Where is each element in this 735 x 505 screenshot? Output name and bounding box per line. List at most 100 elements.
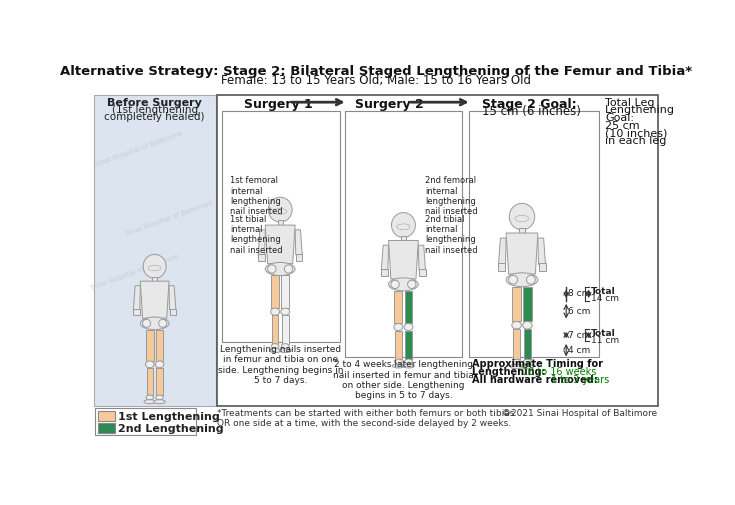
Bar [170,309,176,315]
Bar [401,236,406,240]
Ellipse shape [282,344,289,348]
Ellipse shape [521,364,534,369]
Ellipse shape [515,215,529,222]
Polygon shape [258,230,265,255]
Text: 14 cm: 14 cm [591,293,619,302]
Bar [419,269,426,276]
Ellipse shape [394,324,403,331]
Text: 11 cm: 11 cm [591,336,619,345]
Text: 6 cm: 6 cm [568,307,591,316]
Text: (1st lengthening: (1st lengthening [112,105,198,115]
Text: 2nd femoral
internal
lengthening
nail inserted: 2nd femoral internal lengthening nail in… [425,176,478,216]
Ellipse shape [154,399,165,403]
Text: *Treatments can be started with either both femurs or both tibias
OR one side at: *Treatments can be started with either b… [218,409,514,428]
Ellipse shape [509,275,517,284]
Text: Alternative Strategy: Stage 2: Bilateral Staged Lengthening of the Femur and Tib: Alternative Strategy: Stage 2: Bilateral… [60,65,692,78]
Bar [157,368,162,395]
Ellipse shape [389,278,418,291]
Polygon shape [295,230,302,255]
Ellipse shape [405,359,412,364]
Bar [146,368,153,395]
Text: 10 to 16 weeks: 10 to 16 weeks [522,367,596,377]
Bar [152,277,157,281]
Text: (10 inches): (10 inches) [605,128,667,138]
Bar [519,228,525,233]
Polygon shape [389,240,418,279]
Bar [278,220,283,225]
Ellipse shape [391,280,399,288]
Ellipse shape [143,319,151,327]
Bar [282,315,289,344]
Bar [512,287,520,321]
Bar [282,276,289,308]
Text: Lengthening:: Lengthening: [472,367,548,377]
Text: 2nd Lengthening: 2nd Lengthening [118,424,224,434]
Ellipse shape [155,361,164,368]
Ellipse shape [281,308,290,315]
Ellipse shape [268,197,292,222]
Text: All hardware removed:: All hardware removed: [472,375,600,385]
Ellipse shape [392,364,404,368]
Polygon shape [498,238,506,265]
Bar [272,315,279,344]
Text: 2nd tibial
internal
lengthening
nail inserted: 2nd tibial internal lengthening nail ins… [425,215,478,255]
Polygon shape [265,225,295,264]
Ellipse shape [265,263,295,276]
Ellipse shape [509,204,534,230]
Text: Approximate Timing for: Approximate Timing for [472,360,603,369]
Text: Sinai Hospital of Baltimore: Sinai Hospital of Baltimore [90,254,179,291]
Ellipse shape [395,359,402,364]
Ellipse shape [273,209,287,215]
Ellipse shape [523,321,532,329]
Text: completely healed): completely healed) [104,112,205,122]
Ellipse shape [526,275,535,284]
Bar [156,330,163,361]
Bar [134,309,140,315]
Ellipse shape [403,364,415,368]
Bar [94,95,216,406]
Bar [95,408,196,435]
Polygon shape [506,233,538,274]
Ellipse shape [512,321,521,329]
Bar [98,411,115,421]
Bar [222,111,340,342]
Text: 15 cm (6 inches): 15 cm (6 inches) [482,105,581,118]
Text: Sinai Hospital of Baltimore: Sinai Hospital of Baltimore [93,130,183,168]
Text: Total: Total [591,329,616,338]
Bar [258,254,265,261]
Ellipse shape [269,348,281,352]
Ellipse shape [270,308,279,315]
Ellipse shape [143,255,166,278]
Bar [405,331,412,359]
Text: Stage 2 Goal:: Stage 2 Goal: [482,97,577,111]
Ellipse shape [404,324,413,331]
Bar [513,329,520,359]
Text: 4 cm: 4 cm [568,346,591,355]
Bar [539,263,545,271]
Bar [524,329,531,359]
Ellipse shape [146,361,154,368]
Polygon shape [140,281,169,318]
Ellipse shape [268,265,276,273]
Text: in each leg: in each leg [605,136,667,146]
Bar [271,276,279,308]
Text: 7 cm: 7 cm [568,331,591,339]
Bar [405,291,412,324]
Text: 25 cm: 25 cm [605,121,639,131]
Text: Lengthening nails inserted
in femur and tibia on one
side. Lengthening begins in: Lengthening nails inserted in femur and … [218,345,344,385]
Ellipse shape [156,395,163,399]
Text: Sinai Hospital of Baltimore: Sinai Hospital of Baltimore [125,200,214,237]
Bar [395,331,401,359]
Ellipse shape [506,273,538,287]
Ellipse shape [146,395,154,399]
Text: 8 cm: 8 cm [568,289,591,298]
Bar [218,95,658,406]
Bar [468,111,599,357]
Ellipse shape [408,280,416,288]
Ellipse shape [284,265,293,273]
Text: 1st Lengthening: 1st Lengthening [118,412,220,422]
Text: Total: Total [591,287,616,296]
Text: 1 to 3 years: 1 to 3 years [551,375,609,385]
Text: Total Leg: Total Leg [605,97,654,108]
Text: 2 to 4 weeks later lengthening
nail inserted in femur and tibia
on other side. L: 2 to 4 weeks later lengthening nail inse… [333,360,474,400]
